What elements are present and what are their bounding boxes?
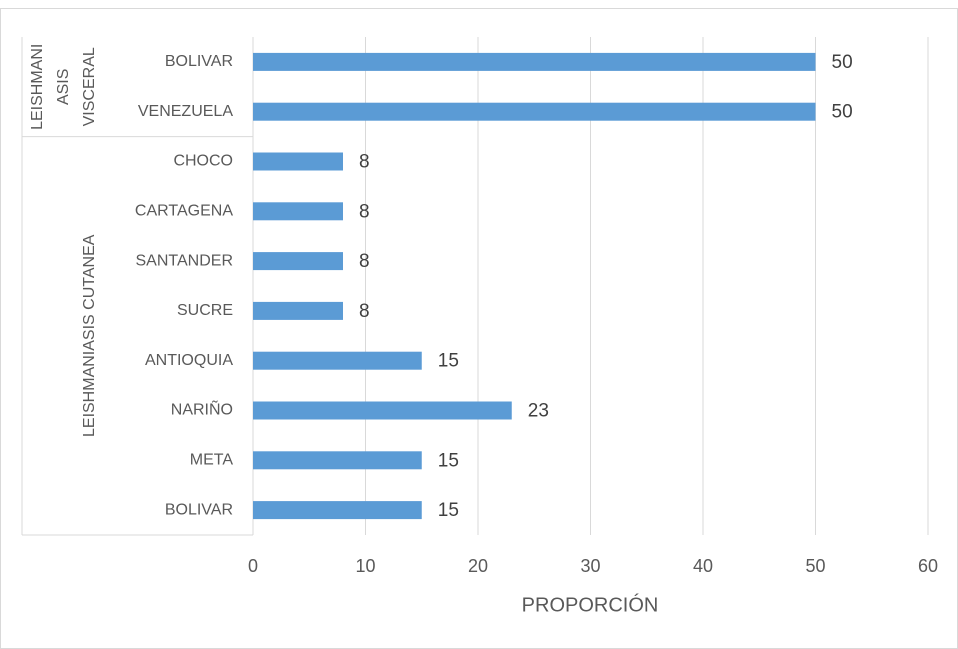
y-tick-label: META bbox=[190, 452, 234, 469]
data-label: 8 bbox=[359, 201, 370, 222]
x-axis-label: PROPORCIÓN bbox=[522, 593, 659, 616]
group-label: LEISHMANI bbox=[29, 44, 46, 130]
bar bbox=[253, 401, 512, 420]
bar bbox=[253, 152, 343, 171]
x-tick-label: 20 bbox=[468, 556, 488, 576]
y-tick-label: CARTAGENA bbox=[135, 203, 233, 220]
x-tick-label: 50 bbox=[805, 556, 825, 576]
bar bbox=[253, 301, 343, 320]
y-tick-label: BOLIVAR bbox=[165, 501, 233, 518]
group-label: LEISHMANIASIS CUTANEA bbox=[81, 234, 98, 437]
x-tick-label: 60 bbox=[918, 556, 938, 576]
y-tick-label: SANTANDER bbox=[136, 252, 234, 269]
bar bbox=[253, 501, 422, 520]
y-tick-label: BOLIVAR bbox=[165, 53, 233, 70]
y-tick-label: NARIÑO bbox=[171, 399, 233, 419]
data-label: 15 bbox=[438, 500, 459, 521]
y-tick-label: VENEZUELA bbox=[138, 103, 233, 120]
bar bbox=[253, 52, 816, 71]
data-label: 8 bbox=[359, 152, 370, 173]
x-tick-label: 10 bbox=[355, 556, 375, 576]
y-tick-label: ANTIOQUIA bbox=[145, 352, 233, 369]
data-label: 15 bbox=[438, 450, 459, 471]
data-label: 8 bbox=[359, 251, 370, 272]
data-label: 8 bbox=[359, 301, 370, 322]
bar bbox=[253, 102, 816, 121]
bar bbox=[253, 202, 343, 221]
group-label: VISCERAL bbox=[81, 47, 98, 126]
data-label: 23 bbox=[528, 401, 549, 422]
bar bbox=[253, 451, 422, 470]
x-tick-label: 40 bbox=[693, 556, 713, 576]
bar bbox=[253, 252, 343, 271]
data-label: 50 bbox=[832, 52, 853, 73]
data-label: 50 bbox=[832, 102, 853, 123]
group-label: ASIS bbox=[55, 69, 72, 105]
data-label: 15 bbox=[438, 351, 459, 372]
x-tick-label: 30 bbox=[580, 556, 600, 576]
y-tick-label: SUCRE bbox=[177, 302, 233, 319]
y-tick-label: CHOCO bbox=[173, 153, 233, 170]
x-tick-label: 0 bbox=[248, 556, 258, 576]
bar bbox=[253, 351, 422, 370]
